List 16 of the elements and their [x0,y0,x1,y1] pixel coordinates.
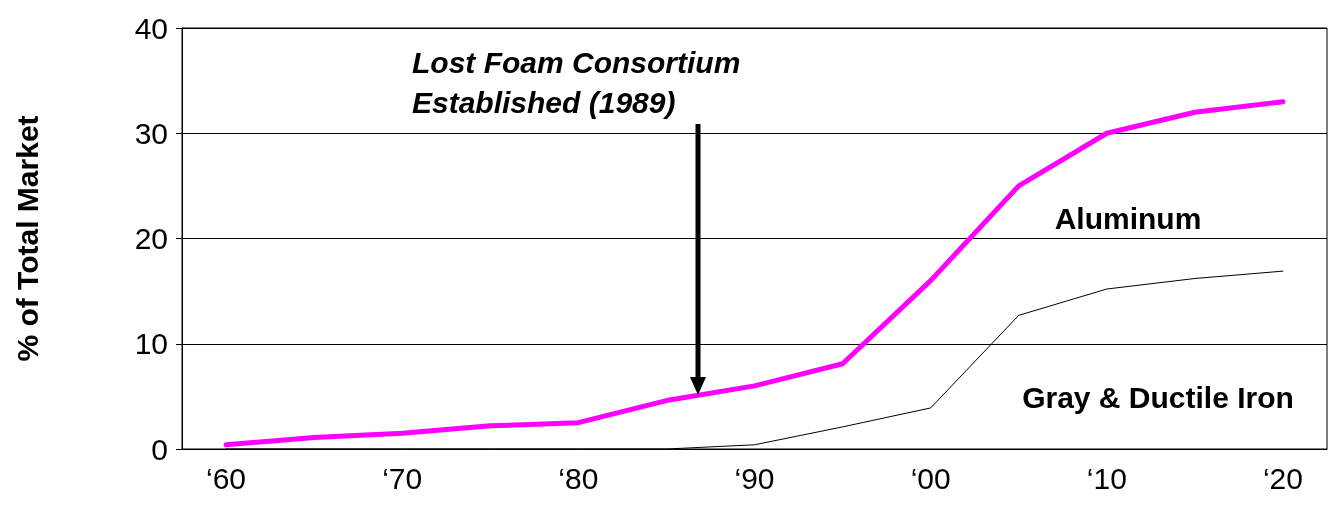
annotation: Lost Foam Consortium Established (1989) [412,45,741,119]
x-tick-label: ‘80 [558,461,599,495]
x-tick-label: ‘20 [1262,461,1303,495]
y-tick-label: 40 [134,11,168,45]
y-axis-title: % of Total Market [10,115,44,362]
x-tick-label: ‘10 [1086,461,1127,495]
y-tick-label: 10 [134,327,168,361]
y-tick-label: 30 [134,116,168,150]
x-tick-label: ‘00 [910,461,951,495]
series-label: Aluminum [1054,201,1202,235]
y-tick-label: 20 [134,222,168,255]
y-tick-label: 0 [151,432,168,466]
x-tick-label: ‘60 [206,461,247,495]
series-label: Gray & Ductile Iron [1022,380,1294,414]
x-tick-label: ‘90 [734,461,775,495]
x-tick-label: ‘70 [382,461,423,495]
